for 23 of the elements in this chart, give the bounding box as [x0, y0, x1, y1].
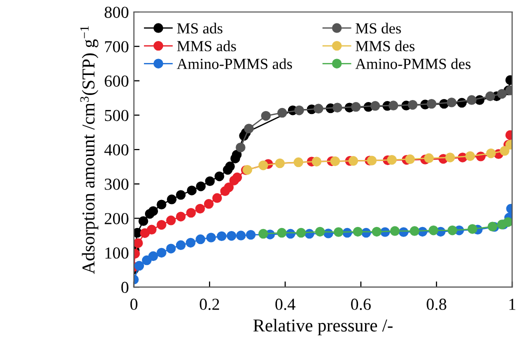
- x-tick-label: 0: [130, 298, 138, 310]
- legend-label: MMS des: [356, 40, 414, 52]
- x-tick-label: 0.4: [275, 298, 296, 310]
- x-tick-label: 0.6: [351, 298, 371, 310]
- x-tick-label: 0.2: [200, 298, 220, 310]
- legend-label: MMS ads: [177, 40, 236, 52]
- y-axis-title: Adsorption amount /cm$^{3}$(STP) g$^{−1}$: [80, 26, 98, 274]
- y-tick-label: 300: [104, 178, 128, 190]
- legend-label: MS des: [356, 22, 401, 34]
- y-tick-label: 500: [105, 110, 128, 122]
- x-axis-title: Relative pressure /-: [253, 318, 393, 336]
- y-tick-label: 200: [104, 213, 128, 224]
- y-tick-label: 400: [104, 144, 128, 156]
- legend-label: Amino-PMMS des: [355, 58, 471, 70]
- y-tick-label: 100: [106, 247, 128, 259]
- legend-label: MS ads: [177, 22, 222, 34]
- y-tick-label: 700: [105, 41, 128, 52]
- x-tick-label: 1: [509, 298, 516, 310]
- y-tick-label: 800: [104, 6, 128, 18]
- x-tick-label: 0.8: [426, 298, 446, 310]
- y-tick-label: 600: [104, 75, 128, 87]
- y-tick-label: 0: [121, 282, 128, 294]
- legend-label: Amino-PMMS ads: [176, 58, 292, 70]
